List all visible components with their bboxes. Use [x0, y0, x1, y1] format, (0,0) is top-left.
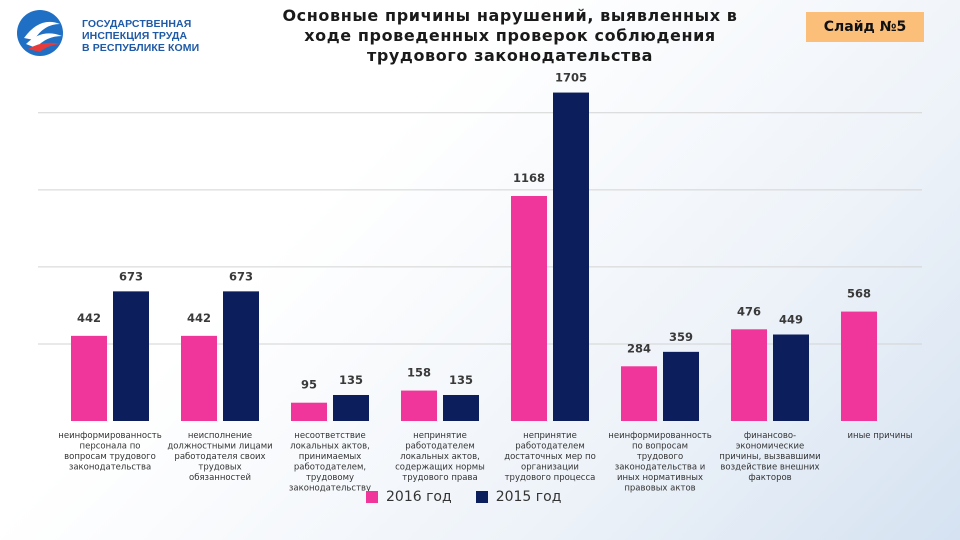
- category-label-5-line-3: законодательства и: [615, 463, 706, 473]
- data-label-2015-год-1: 673: [229, 269, 253, 283]
- category-label-6-line-2: причины, вызвавшими: [719, 452, 820, 462]
- category-label-3-line-0: непринятие: [413, 431, 467, 441]
- gosinspektsiya-logo: ГОСУДАРСТВЕННАЯ ИНСПЕКЦИЯ ТРУДА В РЕСПУБ…: [10, 8, 210, 58]
- bar-2015-год-2: [333, 394, 369, 421]
- category-label-5-line-5: правовых актов: [624, 484, 695, 494]
- data-label-2015-год-2: 135: [339, 373, 363, 387]
- category-label-2-line-5: законодательству: [289, 484, 371, 494]
- category-label-3-line-3: содержащих нормы: [395, 463, 485, 473]
- category-label-5-line-0: неинформированность: [608, 431, 711, 441]
- category-label-6-line-0: финансово-: [744, 431, 796, 441]
- category-label-0-line-2: вопросам трудового: [64, 452, 156, 462]
- title-line2: ходе проведенных проверок соблюдения: [304, 26, 716, 45]
- category-label-6-line-4: факторов: [748, 473, 791, 483]
- data-label-2016-год-2: 95: [301, 378, 317, 392]
- category-label-1-line-2: работодателя своих: [174, 452, 265, 462]
- bar-2015-год-0: [113, 291, 149, 421]
- data-label-2016-год-6: 476: [737, 304, 761, 318]
- category-label-2-line-0: несоответствие: [294, 431, 365, 441]
- category-label-2-line-3: работодателем,: [294, 463, 366, 473]
- logo-text: ГОСУДАРСТВЕННАЯ ИНСПЕКЦИЯ ТРУДА В РЕСПУБ…: [82, 18, 199, 54]
- category-label-6-line-3: воздействие внешних: [720, 463, 819, 473]
- bar-2015-год-3: [443, 394, 479, 421]
- bar-2015-год-4: [553, 92, 589, 421]
- category-label-7-line-0: иные причины: [847, 431, 912, 441]
- logo-text-line1: ГОСУДАРСТВЕННАЯ: [82, 18, 192, 30]
- bar-2016-год-2: [291, 402, 327, 421]
- data-label-2016-год-5: 284: [627, 341, 651, 355]
- category-label-3-line-4: трудового права: [402, 473, 477, 483]
- data-label-2015-год-0: 673: [119, 269, 143, 283]
- data-label-2015-год-4: 1705: [555, 71, 587, 85]
- category-label-4-line-2: достаточных мер по: [504, 452, 596, 462]
- data-label-2016-год-3: 158: [407, 366, 431, 380]
- category-label-1-line-4: обязанностей: [189, 473, 251, 483]
- category-label-4-line-3: организации: [521, 463, 579, 473]
- category-label-0-line-3: законодательства: [69, 463, 151, 473]
- legend-item-2015: 2015 год: [475, 489, 562, 505]
- category-label-2-line-1: локальных актов,: [290, 442, 370, 452]
- bar-2015-год-1: [223, 291, 259, 421]
- bar-2016-год-0: [71, 335, 107, 421]
- page-title: Основные причины нарушений, выявленных в…: [236, 6, 784, 66]
- category-label-4-line-4: трудового процесса: [505, 473, 596, 483]
- category-label-4-line-1: работодателем: [515, 442, 585, 452]
- legend-swatch-2015: [475, 491, 488, 503]
- data-label-2016-год-4: 1168: [513, 171, 545, 185]
- bar-2016-год-3: [401, 390, 437, 421]
- bar-2016-год-1: [181, 335, 217, 421]
- category-label-5-line-1: по вопросам: [632, 442, 688, 452]
- bar-2016-год-5: [621, 366, 657, 421]
- data-label-2016-год-0: 442: [77, 311, 101, 325]
- category-label-3-line-1: работодателем: [405, 442, 475, 452]
- logo-text-line3: В РЕСПУБЛИКЕ КОМИ: [82, 42, 200, 54]
- category-label-4-line-0: непринятие: [523, 431, 577, 441]
- category-label-1-line-1: должностными лицами: [167, 442, 272, 452]
- data-label-2015-год-3: 135: [449, 373, 473, 387]
- bar-2015-год-6: [773, 334, 809, 421]
- bar-2016-год-6: [731, 329, 767, 421]
- data-label-2015-год-5: 359: [669, 330, 693, 344]
- logo-text-line2: ИНСПЕКЦИЯ ТРУДА: [82, 30, 188, 42]
- legend-label-2015: 2015 год: [495, 489, 562, 505]
- bar-2016-год-7: [841, 311, 877, 421]
- category-label-6-line-1: экономические: [736, 442, 805, 452]
- category-label-2-line-4: трудовому: [306, 473, 354, 483]
- title-line3: трудового законодательства: [366, 46, 654, 65]
- category-label-1-line-3: трудовых: [198, 463, 241, 473]
- category-label-1-line-0: неисполнение: [188, 431, 252, 441]
- category-label-5-line-4: иных нормативных: [617, 473, 703, 483]
- category-label-0-line-1: персонала по: [80, 442, 141, 452]
- legend-item-2016: 2016 год: [366, 489, 452, 505]
- legend-swatch-2016: [366, 491, 378, 503]
- data-label-2016-год-7: 568: [847, 287, 871, 301]
- data-label-2016-год-1: 442: [187, 311, 211, 325]
- logo-emblem-icon: [17, 10, 63, 56]
- legend-label-2016: 2016 год: [386, 489, 452, 505]
- bar-2015-год-5: [663, 351, 699, 421]
- data-label-2015-год-6: 449: [779, 313, 803, 327]
- bar-2016-год-4: [511, 196, 547, 421]
- category-label-5-line-2: трудового: [637, 452, 683, 462]
- category-label-2-line-2: принимаемых: [299, 452, 362, 462]
- slide-number-badge: Слайд №5: [806, 12, 924, 42]
- category-label-0-line-0: неинформированность: [58, 431, 161, 441]
- chart-legend: 2016 год 2015 год: [366, 489, 561, 505]
- category-label-3-line-2: локальных актов,: [400, 452, 480, 462]
- title-line1: Основные причины нарушений, выявленных в: [282, 6, 738, 25]
